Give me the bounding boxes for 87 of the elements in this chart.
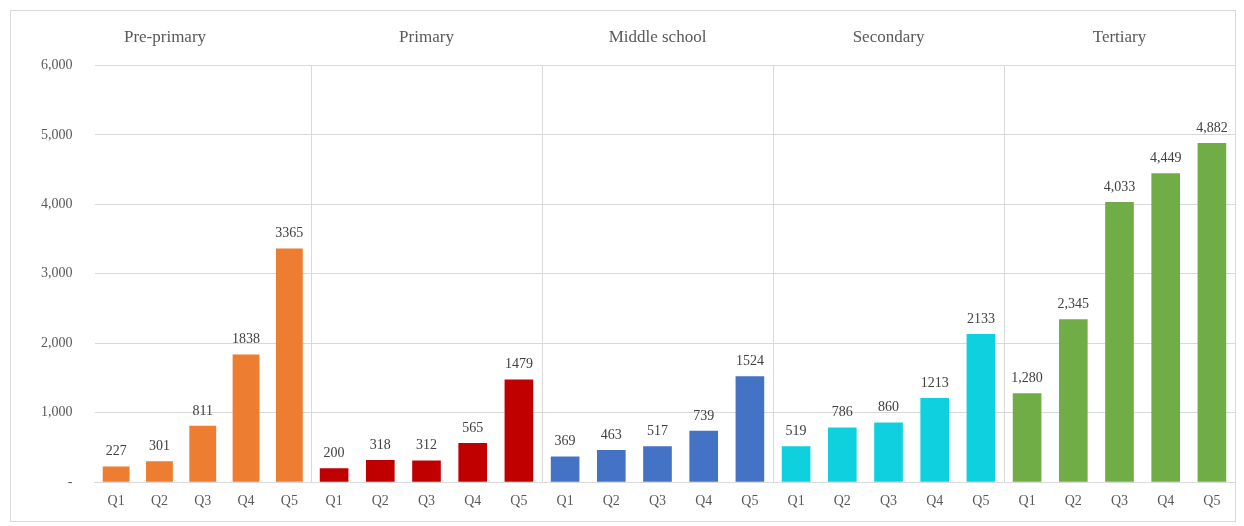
- x-tick-label: Q3: [648, 493, 667, 509]
- data-label: 200: [323, 444, 345, 460]
- bar: [735, 376, 765, 482]
- x-tick-label: Q2: [150, 493, 169, 509]
- x-tick-label: Q4: [1157, 493, 1175, 509]
- data-label: 1524: [735, 353, 764, 368]
- data-label: 312: [416, 437, 437, 453]
- data-label: 565: [462, 419, 484, 435]
- bar: [920, 397, 950, 482]
- data-label: 517: [647, 422, 668, 438]
- x-tick-label: Q1: [556, 493, 574, 509]
- data-label: 369: [554, 433, 576, 449]
- bar: [504, 379, 534, 482]
- data-label: 811: [192, 402, 213, 418]
- x-tick-label: Q1: [325, 493, 343, 509]
- chart-title: Pre-primary: [123, 26, 207, 46]
- y-tick-label: 2,000: [41, 334, 73, 350]
- y-tick-label: 6,000: [41, 57, 73, 73]
- data-label: 301: [148, 437, 170, 453]
- data-label: 463: [600, 426, 622, 442]
- y-tick-label: 3,000: [41, 265, 73, 281]
- data-label: 519: [785, 422, 807, 438]
- x-tick-label: Q3: [1110, 493, 1129, 509]
- data-label: 227: [105, 443, 127, 459]
- x-tick-label: Q4: [926, 493, 944, 509]
- bar: [189, 425, 217, 482]
- data-label: 318: [369, 436, 391, 452]
- bar: [689, 430, 719, 482]
- bar: [458, 442, 488, 482]
- data-label: 739: [693, 407, 715, 423]
- bar: [966, 334, 996, 482]
- bar: [874, 422, 903, 482]
- bar: [1197, 143, 1227, 482]
- data-label: 2133: [966, 310, 995, 326]
- bar: [643, 446, 672, 482]
- x-tick-label: Q4: [464, 493, 482, 509]
- bar: [365, 460, 395, 482]
- data-label: 1479: [504, 356, 533, 372]
- y-tick-label: 5,000: [41, 126, 73, 142]
- x-tick-label: Q1: [107, 493, 125, 509]
- bar: [412, 460, 441, 482]
- bar: [550, 456, 580, 482]
- x-tick-label: Q4: [237, 493, 255, 509]
- x-tick-label: Q1: [787, 493, 805, 509]
- x-tick-label: Q2: [833, 493, 851, 509]
- data-label: 1213: [920, 374, 949, 390]
- x-tick-label: Q5: [1203, 493, 1221, 509]
- x-tick-label: Q5: [972, 493, 990, 509]
- bar: [781, 446, 811, 482]
- data-label: 1,280: [1011, 369, 1043, 385]
- data-label: 4,882: [1196, 119, 1228, 135]
- x-tick-label: Q5: [741, 493, 759, 509]
- chart-title: Primary: [399, 26, 455, 46]
- x-tick-label: Q2: [1064, 493, 1082, 509]
- x-tick-label: Q4: [695, 493, 713, 509]
- y-tick-label: 4,000: [41, 196, 73, 212]
- bar: [827, 427, 857, 482]
- bar: [1058, 319, 1088, 482]
- bar: [102, 466, 130, 482]
- data-label: 1838: [232, 331, 261, 347]
- x-tick-label: Q5: [510, 493, 528, 509]
- data-label: 4,033: [1103, 178, 1136, 194]
- data-label: 2,345: [1057, 295, 1090, 311]
- bar: [1012, 393, 1042, 482]
- x-tick-label: Q1: [1018, 493, 1036, 509]
- chart-title: Secondary: [852, 26, 925, 46]
- data-label: 860: [878, 399, 899, 415]
- data-label: 786: [831, 404, 853, 420]
- bar: [319, 468, 349, 482]
- y-tick-label: 1,000: [41, 404, 73, 420]
- bar: [146, 461, 173, 482]
- x-tick-label: Q2: [602, 493, 620, 509]
- x-tick-label: Q5: [280, 493, 298, 509]
- chart-title: Middle school: [608, 26, 707, 46]
- bar: [1151, 173, 1181, 482]
- x-tick-label: Q3: [194, 493, 212, 509]
- bar: [1105, 202, 1134, 482]
- y-tick-label: -: [67, 473, 73, 489]
- bar: [232, 354, 260, 482]
- x-tick-label: Q3: [417, 493, 436, 509]
- data-label: 3365: [275, 225, 304, 241]
- data-label: 4,449: [1149, 149, 1182, 165]
- x-tick-label: Q3: [879, 493, 898, 509]
- chart-title: Tertiary: [1092, 26, 1147, 46]
- bar: [596, 450, 626, 482]
- x-tick-label: Q2: [371, 493, 389, 509]
- bar: [275, 248, 303, 482]
